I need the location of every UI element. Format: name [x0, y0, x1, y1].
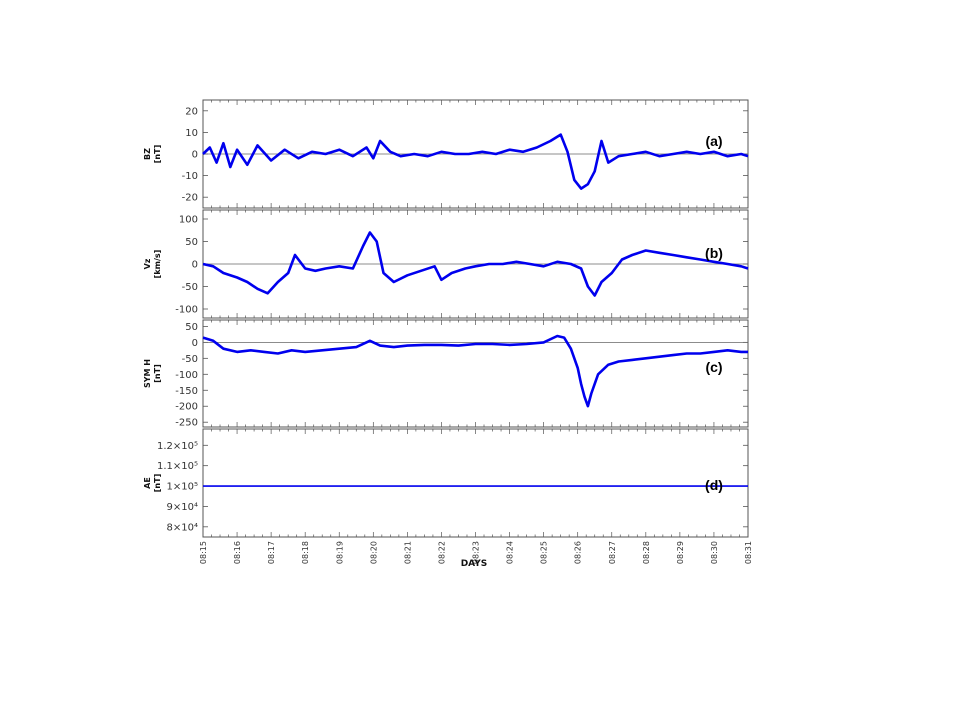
y-tick-label: -100 [175, 305, 198, 316]
y-axis-unit: [nT] [153, 364, 162, 382]
x-tick-label: 08:22 [437, 541, 446, 564]
x-tick-label: 08:23 [472, 541, 481, 564]
y-tick-label: 50 [185, 322, 198, 333]
x-tick-label: 08:21 [403, 541, 412, 564]
x-tick-label: 08:31 [744, 541, 753, 564]
y-tick-label: -250 [175, 418, 198, 429]
y-tick-label: -50 [182, 282, 198, 293]
y-axis-label: AE [143, 477, 152, 489]
x-tick-label: 08:28 [642, 541, 651, 564]
y-tick-label: 0 [192, 260, 198, 271]
y-axis-label: BZ [143, 148, 152, 160]
panel-label: (c) [705, 359, 722, 375]
x-tick-label: 08:30 [710, 541, 719, 564]
x-tick-label: 08:24 [506, 541, 515, 564]
y-tick-label: -100 [175, 370, 198, 381]
panel-frame [202, 428, 749, 538]
series-line-a [202, 133, 749, 190]
series-line-c [202, 334, 748, 408]
y-tick-label: -20 [182, 193, 198, 204]
y-tick-label: 8×10⁴ [167, 522, 198, 533]
y-tick-label: 0 [192, 338, 198, 349]
y-tick-label: 9×10⁴ [167, 502, 198, 513]
y-tick-label: -10 [182, 171, 198, 182]
panel-frame [202, 319, 749, 428]
y-tick-label: 50 [185, 237, 198, 248]
y-tick-label: 1×10⁵ [167, 482, 198, 493]
x-tick-label: 08:16 [233, 541, 242, 564]
panel-b: 100 50 0 -50 -100 Vz [km/s] (b) [143, 209, 749, 319]
panel-c: 50 0 -50 -100 -150 -200 -250 SYM H [nT] (c) [143, 319, 749, 429]
y-tick-label: 0 [192, 150, 198, 161]
panel-a: 20 10 0 -10 -20 BZ [nT] (a) [143, 99, 749, 209]
panel-label: (d) [705, 477, 723, 493]
y-axis-unit: [nT] [153, 474, 162, 492]
y-tick-label: 100 [179, 215, 198, 226]
x-tick-label: 08:25 [540, 541, 549, 564]
x-tick-label: 08:15 [199, 541, 208, 564]
x-tick-label: 08:20 [369, 541, 378, 564]
x-tick-label: 08:27 [608, 541, 617, 564]
x-axis-label: DAYS [461, 559, 488, 569]
y-tick-label: -150 [175, 386, 198, 397]
panel-label: (a) [705, 133, 722, 149]
x-tick-label: 08:26 [574, 541, 583, 564]
y-tick-label: -200 [175, 402, 198, 413]
x-axis: 08:15 08:16 08:17 08:18 08:19 08:20 08:21 08:22… [199, 541, 753, 564]
y-tick-label: 10 [185, 128, 198, 139]
y-axis-label: Vz [143, 258, 152, 269]
y-tick-label: -50 [182, 354, 198, 365]
panel-d: 1.2×10⁵ 1.1×10⁵ 1×10⁵ 9×10⁴ 8×10⁴ AE [nT] (d) [143, 428, 749, 538]
x-tick-label: 08:19 [335, 541, 344, 564]
y-axis-label: SYM H [143, 359, 152, 388]
panel-label: (b) [705, 245, 723, 261]
y-tick-label: 20 [185, 106, 198, 117]
y-axis-unit: [km/s] [153, 250, 162, 279]
x-tick-label: 08:29 [676, 541, 685, 564]
y-axis-unit: [nT] [153, 145, 162, 163]
x-tick-label: 08:17 [267, 541, 276, 564]
series-line-b [202, 231, 749, 297]
y-tick-label: 1.1×10⁵ [157, 461, 198, 472]
x-tick-label: 08:18 [301, 541, 310, 564]
y-tick-label: 1.2×10⁵ [157, 441, 198, 452]
